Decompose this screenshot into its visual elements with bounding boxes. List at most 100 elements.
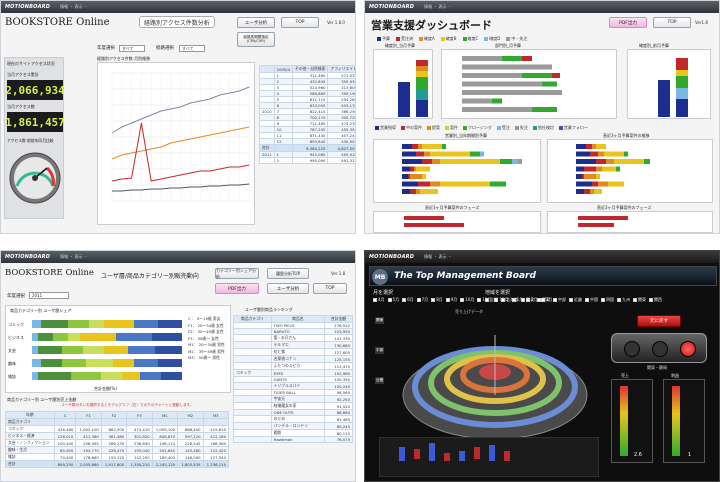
nav-menu[interactable]: 情報 ・ 表示 ・ xyxy=(424,4,452,9)
pdf-export-button[interactable]: PDF出力 xyxy=(609,17,647,28)
period-analysis-button[interactable]: 経路別期間指定(CPA/CVR) xyxy=(237,32,275,47)
user-analysis-button[interactable]: ユーザ分析 xyxy=(237,17,275,28)
table-row[interactable]: コミック 426,480 1,002,100 862,500 474,410 1,009,… xyxy=(5,425,230,433)
checkbox-icon[interactable] xyxy=(402,298,407,302)
nav-menu[interactable]: 情報 ・ 表示 ・ xyxy=(60,254,88,259)
table-row[interactable]: ビジネス・経済 126,010 421,380 381,480 301,820 648,8… xyxy=(5,432,230,440)
top-button[interactable]: TOP xyxy=(653,17,691,28)
table-row[interactable]: 宇宙兄 92,250 xyxy=(233,395,354,403)
checkbox-icon[interactable] xyxy=(601,298,605,302)
checkbox-icon[interactable] xyxy=(521,298,525,302)
top-button[interactable]: TOP xyxy=(313,283,347,294)
region-tag: 近畿 xyxy=(375,377,385,384)
user-segment-legend: C ： 0～19歳 男女 F1： 20～34歳 女性 F2： 35～49歳 女性 F3… xyxy=(188,316,225,362)
region-checkbox[interactable]: 中国 xyxy=(585,297,598,303)
legend-item[interactable]: M2： 35～49歳 男性 xyxy=(188,348,225,354)
month-checkbox[interactable]: 10月 xyxy=(460,297,474,303)
region-checkbox[interactable]: 近畿 xyxy=(569,297,582,303)
table-row[interactable]: 合計 809,250 2,055,860 1,917,800 1,350,210 2,24… xyxy=(5,460,230,468)
table-row[interactable]: バンデル・ロンドン 80,245 xyxy=(233,422,354,430)
checkbox-icon[interactable] xyxy=(537,298,541,302)
month-checkbox[interactable]: 9月 xyxy=(445,297,457,303)
year-filter-label: 年度選択 xyxy=(7,294,25,299)
month-checkbox[interactable]: 1月 xyxy=(511,297,523,303)
region-checkbox[interactable]: 東北 xyxy=(521,297,534,303)
checkbox-icon[interactable] xyxy=(494,298,499,302)
table-row[interactable]: Hawkman 76,075 xyxy=(233,436,354,443)
month-checkbox[interactable]: 6月 xyxy=(402,297,414,303)
checkbox-icon[interactable] xyxy=(373,298,377,302)
month-checkbox[interactable]: 7月 xyxy=(416,297,428,303)
table-row[interactable]: 虹と紫 127,600 xyxy=(233,348,354,356)
month-checkbox[interactable]: 8月 xyxy=(431,297,443,303)
table-row[interactable]: 聖☆お兄さん 141,330 xyxy=(233,334,354,342)
region-checkbox[interactable]: 九州 xyxy=(617,297,630,303)
month-checkbox[interactable]: 4月 xyxy=(373,297,385,303)
user-analysis-button[interactable]: ユーザ分析 xyxy=(267,283,309,294)
checkbox-icon[interactable] xyxy=(633,298,637,302)
checkbox-icon[interactable] xyxy=(585,298,589,302)
checkbox-icon[interactable] xyxy=(553,298,557,302)
table-row[interactable]: トリブルスパイ 100,240 xyxy=(233,382,354,390)
region-checkbox[interactable]: 四国 xyxy=(601,297,614,303)
table-row[interactable]: 8 700,170 300,720 xyxy=(259,114,355,121)
legend-item[interactable]: C ： 0～19歳 男女 xyxy=(188,316,221,321)
route-filter-select[interactable]: すべて xyxy=(179,45,205,52)
legend-item[interactable]: F2： 35～49歳 女性 xyxy=(188,329,224,334)
checkbox-icon[interactable] xyxy=(416,298,421,302)
checkbox-icon[interactable] xyxy=(460,298,465,302)
legend-item[interactable]: M1： 20～34歳 男性 xyxy=(188,342,225,347)
month-checkbox[interactable]: 2月 xyxy=(526,297,538,303)
table-row[interactable]: テルマエ 130,680 xyxy=(233,341,354,349)
pdf-export-button[interactable]: PDF出力 xyxy=(215,283,259,294)
checkbox-icon[interactable] xyxy=(511,298,516,302)
table-row[interactable]: 趣味・生活 85,920 194,770 228,470 193,040 201,640 1… xyxy=(5,446,230,454)
checkbox-icon[interactable] xyxy=(501,298,505,302)
ranking-table: 商品カテゴリ 商品名 合計金額 TWO PIECE 276,522 NARUTO 223,… xyxy=(233,315,354,443)
checkbox-icon[interactable] xyxy=(445,298,450,302)
checkbox-icon[interactable] xyxy=(431,298,436,302)
table-row[interactable]: 4 588,865 390,190 xyxy=(259,90,355,97)
month-checkbox[interactable]: 3月 xyxy=(540,297,552,303)
history-top-button[interactable]: 履歴分析TOP xyxy=(267,268,309,279)
table-row[interactable]: 文芸・ノンフィクション 100,440 258,950 286,230 238,690 1… xyxy=(5,439,230,447)
table-row[interactable]: 名探偵コナン 125,155 xyxy=(233,355,354,363)
top-button[interactable]: TOP xyxy=(281,17,319,28)
table-row[interactable]: ふたつのスピカ 113,470 xyxy=(233,362,354,370)
table-row[interactable]: 雑誌 70,400 178,660 159,120 142,250 189,400 146,… xyxy=(5,453,230,461)
bar-segment xyxy=(41,320,68,328)
reset-button[interactable]: 元に戻す xyxy=(637,315,681,327)
legend-item: 確度D xyxy=(484,36,500,42)
checkbox-icon[interactable] xyxy=(649,298,653,302)
legend-item[interactable]: M3： 50歳～ 男性 xyxy=(188,355,220,360)
table-row[interactable]: 2 995,090 491,315 xyxy=(259,157,355,164)
nav-menu[interactable]: 情報 ・ 表示 ・ xyxy=(60,4,88,9)
checkbox-icon[interactable] xyxy=(569,298,573,302)
region-checkbox[interactable]: 関東 xyxy=(633,297,646,303)
checkbox-icon[interactable] xyxy=(485,298,489,302)
year-filter-select[interactable]: 2011 xyxy=(29,292,69,299)
month-checkbox[interactable]: 5月 xyxy=(387,297,399,303)
table-row[interactable]: コミック EYES 102,960 xyxy=(233,369,354,377)
region-checkbox[interactable]: 関東 xyxy=(537,297,550,303)
checkbox-icon[interactable] xyxy=(540,298,545,302)
region-checkbox[interactable]: 関西 xyxy=(649,297,662,303)
legend-item[interactable]: F3： 50歳～ 女性 xyxy=(188,335,219,341)
summary-note: ユーザ層ボタンを選択するとモデルグラフ（右）での下のチャートと連動します。 xyxy=(61,403,194,407)
category-share-button[interactable]: カテゴリー別シェア分析 xyxy=(215,268,259,279)
table-row[interactable]: のだめ 83,485 xyxy=(233,415,354,423)
checkbox-icon[interactable] xyxy=(387,298,392,302)
nav-menu[interactable]: 情報 ・ 表示 ・ xyxy=(424,254,452,259)
checkbox-icon[interactable] xyxy=(617,298,621,302)
region-checkbox[interactable]: 北海道 xyxy=(501,297,518,303)
table-row[interactable]: 結婚魔女の家 91,520 xyxy=(233,402,354,410)
region-checkbox[interactable]: 全国 xyxy=(485,297,498,303)
checkbox-icon[interactable] xyxy=(477,298,482,302)
bar-segment xyxy=(598,151,604,157)
table-row[interactable]: 合計 9,384,225 4,827,550 xyxy=(259,144,355,152)
checkbox-icon[interactable] xyxy=(526,298,531,302)
region-checkbox[interactable]: 中部 xyxy=(553,297,566,303)
year-filter-select[interactable]: すべて xyxy=(119,45,145,52)
legend-item[interactable]: F1： 20～34歳 女性 xyxy=(188,322,224,328)
table-row[interactable]: 鋼鉄 80,115 xyxy=(233,429,354,437)
